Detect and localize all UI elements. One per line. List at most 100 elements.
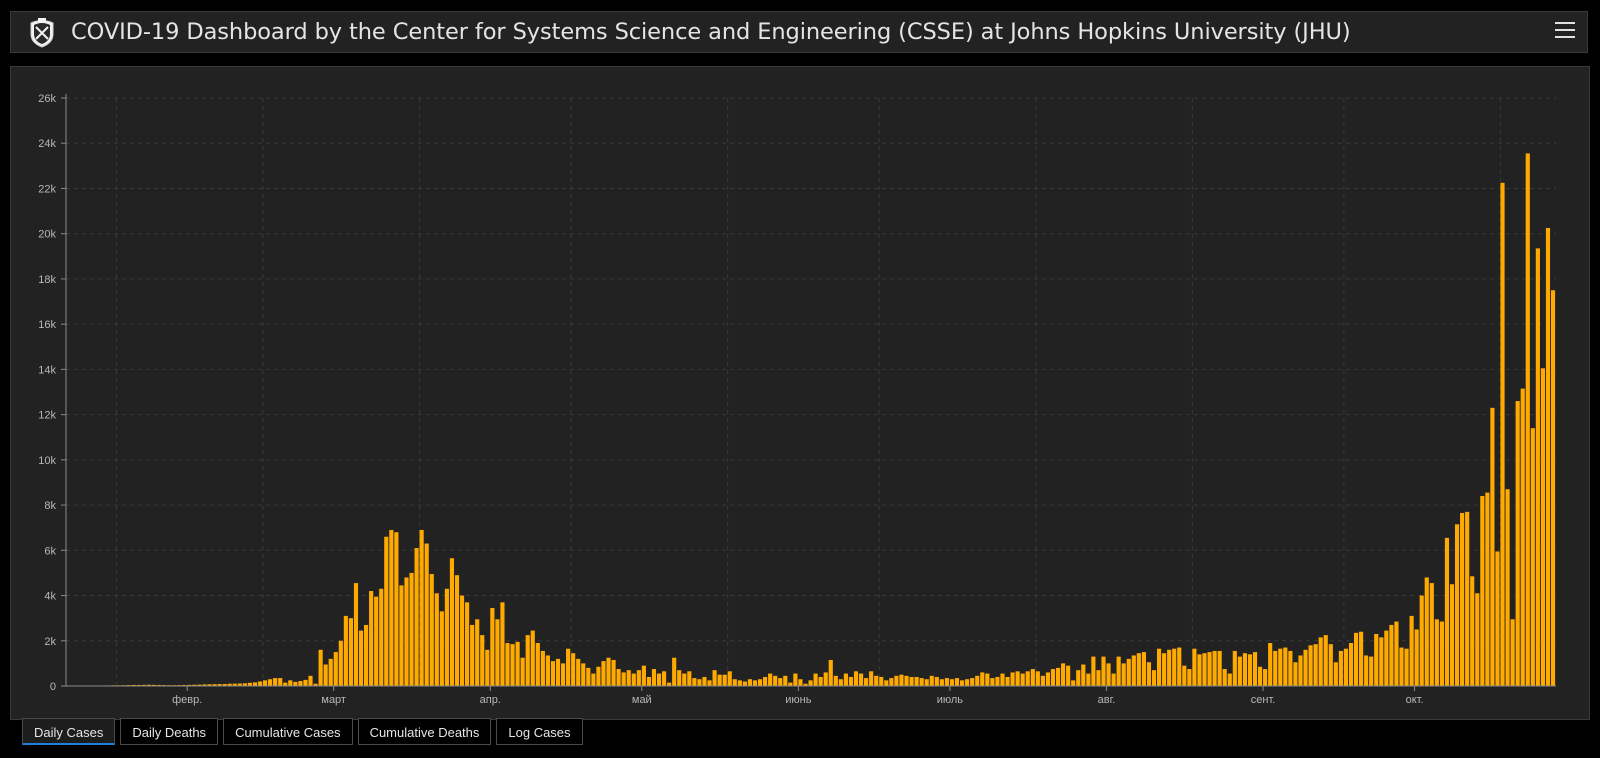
- daily-bar: [1020, 673, 1025, 686]
- daily-bar: [1394, 621, 1399, 686]
- daily-bar: [1071, 680, 1076, 686]
- daily-bar: [707, 680, 712, 686]
- daily-bar: [596, 666, 601, 686]
- daily-bar: [1111, 673, 1116, 686]
- daily-bar: [1066, 665, 1071, 686]
- daily-bar: [222, 683, 227, 686]
- tab-cumulative-cases[interactable]: Cumulative Cases: [223, 718, 353, 745]
- daily-bar: [1374, 633, 1379, 686]
- daily-bar: [778, 678, 783, 686]
- daily-bar: [283, 682, 288, 686]
- daily-bar: [757, 679, 763, 686]
- daily-bar: [490, 607, 495, 686]
- daily-bar: [641, 665, 646, 686]
- daily-bar: [975, 675, 980, 686]
- daily-bar: [601, 661, 606, 686]
- y-tick-label: 10k: [38, 455, 56, 467]
- daily-bar: [318, 649, 323, 686]
- daily-bar: [444, 588, 449, 686]
- daily-bar: [646, 676, 651, 686]
- daily-bar: [454, 575, 460, 686]
- daily-bar: [182, 684, 187, 686]
- daily-bar: [242, 683, 247, 686]
- daily-bar: [237, 683, 242, 686]
- daily-bar: [192, 684, 197, 686]
- daily-bar: [808, 680, 813, 686]
- daily-bar: [1323, 635, 1328, 686]
- daily-bar: [813, 673, 818, 686]
- daily-bar: [985, 673, 990, 686]
- daily-bar: [1136, 653, 1141, 686]
- daily-bar: [960, 680, 965, 686]
- daily-bar: [1116, 656, 1121, 686]
- daily-bar: [879, 676, 884, 686]
- daily-bar: [187, 684, 192, 686]
- daily-bar: [924, 679, 929, 686]
- daily-bar: [1258, 666, 1263, 686]
- daily-bar: [1470, 576, 1475, 686]
- y-tick-label: 18k: [38, 274, 56, 286]
- daily-bar: [510, 644, 515, 686]
- daily-bar: [1303, 649, 1308, 686]
- daily-bar: [566, 648, 571, 686]
- daily-bar: [1343, 648, 1349, 686]
- daily-bar: [1475, 593, 1480, 686]
- daily-bar: [954, 678, 960, 686]
- daily-bar: [858, 673, 864, 686]
- daily-bar: [1444, 537, 1450, 686]
- daily-bar: [919, 678, 924, 686]
- daily-bar: [525, 635, 530, 686]
- daily-bar: [268, 679, 273, 686]
- tab-log-cases[interactable]: Log Cases: [496, 718, 583, 745]
- daily-bar: [747, 679, 753, 686]
- tab-cumulative-deaths[interactable]: Cumulative Deaths: [357, 718, 492, 745]
- daily-bar: [394, 532, 399, 686]
- daily-bar: [944, 678, 949, 686]
- daily-bar: [1550, 290, 1556, 686]
- hamburger-menu-icon[interactable]: [1555, 22, 1575, 42]
- daily-bar: [560, 663, 566, 686]
- daily-bar: [626, 670, 631, 686]
- daily-bar: [591, 673, 596, 686]
- daily-bar: [995, 676, 1000, 686]
- daily-bar: [424, 543, 429, 686]
- daily-bar: [1232, 650, 1237, 686]
- daily-bar: [343, 615, 348, 686]
- daily-bar: [136, 684, 141, 686]
- daily-bar: [763, 676, 768, 686]
- daily-bar: [520, 657, 525, 686]
- daily-bar: [1252, 652, 1258, 686]
- tab-daily-deaths[interactable]: Daily Deaths: [120, 718, 219, 745]
- daily-bar: [1247, 654, 1253, 686]
- daily-bar: [515, 641, 520, 686]
- daily-bar: [353, 583, 359, 686]
- daily-bar: [1399, 647, 1404, 686]
- daily-bar: [313, 683, 318, 686]
- daily-bar: [212, 684, 217, 686]
- daily-bar: [1348, 643, 1354, 686]
- daily-bar: [768, 673, 773, 686]
- y-tick-label: 2k: [44, 636, 56, 648]
- daily-bar: [1025, 671, 1030, 686]
- daily-bar: [662, 671, 667, 686]
- daily-bar: [1207, 652, 1212, 686]
- daily-bar: [1177, 647, 1182, 686]
- daily-bar: [1278, 648, 1283, 686]
- daily-bar: [414, 548, 419, 686]
- daily-bar: [1449, 584, 1455, 686]
- daily-bar: [899, 674, 904, 686]
- tab-daily-cases[interactable]: Daily Cases: [22, 718, 116, 745]
- daily-bar: [530, 630, 535, 686]
- daily-bar: [1409, 615, 1414, 686]
- daily-bar: [1000, 673, 1005, 686]
- daily-bar: [1242, 653, 1247, 686]
- daily-bar: [1096, 670, 1101, 686]
- daily-bar: [278, 678, 283, 686]
- daily-bar: [429, 574, 434, 686]
- daily-bar: [1439, 621, 1444, 686]
- daily-bar: [864, 678, 869, 686]
- daily-bar: [990, 678, 995, 686]
- daily-bar: [449, 558, 455, 686]
- daily-bar: [419, 529, 424, 686]
